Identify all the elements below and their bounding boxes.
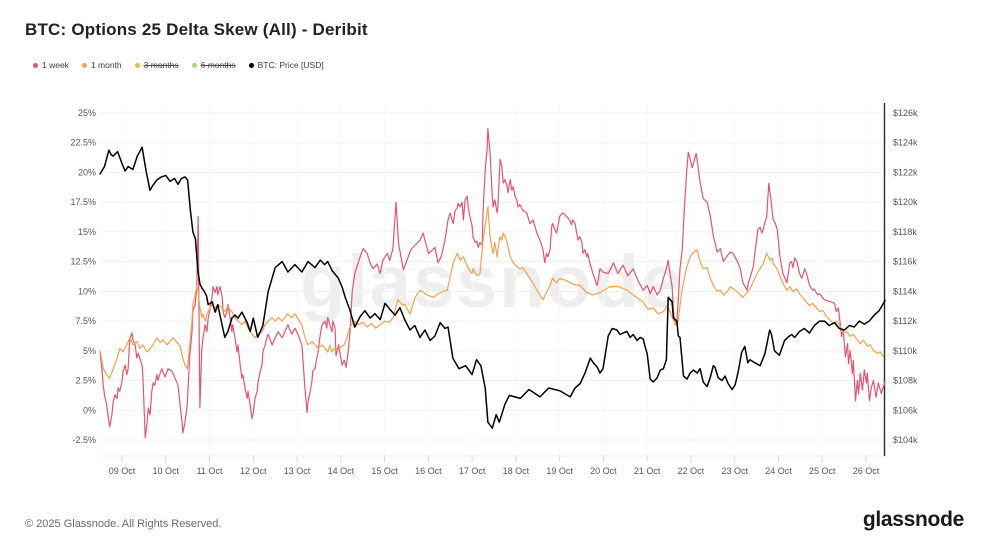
glassnode-watermark: glassnode <box>300 240 684 323</box>
legend-item-label: 1 month <box>90 60 122 70</box>
series-line-1-week <box>99 127 886 439</box>
glassnode-logo: glassnode <box>862 508 964 531</box>
y-axis-left-tick-label: 15% <box>78 227 96 237</box>
y-axis-left-tick-label: -2.5% <box>72 435 96 445</box>
y-axis-right-tick-label: $124k <box>893 138 918 148</box>
x-axis-tick-label: 15 Oct <box>371 466 398 476</box>
legend-item-label: BTC: Price [USD] <box>257 60 324 70</box>
series-line-1-month <box>99 206 885 379</box>
x-axis-tick-label: 25 Oct <box>809 466 836 476</box>
x-axis-tick-label: 11 Oct <box>197 466 223 476</box>
x-axis-tick-label: 16 Oct <box>415 466 442 476</box>
y-axis-right-tick-label: $104k <box>893 435 918 445</box>
x-axis-tick-label: 10 Oct <box>153 466 180 476</box>
y-axis-left-tick-label: 17.5% <box>70 197 96 207</box>
y-axis-left-tick-label: 22.5% <box>70 138 96 148</box>
legend-item-label: 3 months <box>143 60 179 70</box>
y-axis-right-tick-label: $106k <box>893 405 918 415</box>
y-axis-right-tick-label: $120k <box>893 197 918 207</box>
legend-item-label: 6 months <box>200 60 236 70</box>
legend-marker-dot <box>191 62 197 68</box>
y-axis-right-tick-label: $118k <box>893 227 917 237</box>
legend-item-3-months[interactable]: 3 months <box>134 60 179 70</box>
y-axis-right-tick-label: $108k <box>893 376 918 386</box>
y-axis-left-tick-label: 20% <box>78 167 96 177</box>
y-axis-left-tick-label: 25% <box>78 108 96 118</box>
legend-marker-dot <box>33 62 38 68</box>
x-axis-tick-label: 22 Oct <box>678 466 705 476</box>
x-axis-tick-label: 24 Oct <box>765 466 792 476</box>
x-axis-tick-label: 17 Oct <box>459 466 486 476</box>
y-axis-left-tick-label: 0% <box>83 405 96 415</box>
copyright-text: © 2025 Glassnode. All Rights Reserved. <box>25 518 222 530</box>
y-axis-right-tick-label: $110k <box>893 346 917 356</box>
chart-legend: 1 week 1 month 3 months 6 months BTC: Price … <box>33 60 324 70</box>
y-axis-left-tick-label: 7.5% <box>75 316 96 326</box>
x-axis-tick-label: 26 Oct <box>853 466 880 476</box>
x-axis-tick-label: 13 Oct <box>284 466 311 476</box>
x-axis-tick-label: 14 Oct <box>328 466 355 476</box>
legend-marker-dot <box>81 62 87 68</box>
y-axis-right-tick-label: $116k <box>893 257 917 267</box>
y-axis-left-tick-label: 12.5% <box>70 257 96 267</box>
y-axis-left-tick-label: 5% <box>83 346 96 356</box>
legend-item-6-months[interactable]: 6 months <box>191 60 236 70</box>
x-axis-tick-label: 09 Oct <box>109 466 136 476</box>
y-axis-right-tick-label: $126k <box>893 108 918 118</box>
y-axis-right-tick-label: $114k <box>893 286 917 296</box>
y-axis-right-tick-label: $112k <box>893 316 917 326</box>
legend-item-1-week[interactable]: 1 week <box>33 60 69 70</box>
legend-item-btc-price-usd[interactable]: BTC: Price [USD] <box>248 60 324 70</box>
x-axis-tick-label: 18 Oct <box>503 466 530 476</box>
x-axis-tick-label: 23 Oct <box>721 466 748 476</box>
series-line-btc-price-usd <box>99 146 886 429</box>
x-axis-tick-label: 20 Oct <box>590 466 617 476</box>
page-title: BTC: Options 25 Delta Skew (All) - Derib… <box>25 20 368 39</box>
y-axis-left-tick-label: 2.5% <box>75 376 96 386</box>
y-axis-left-tick-label: 10% <box>78 286 96 296</box>
legend-item-1-month[interactable]: 1 month <box>81 60 122 70</box>
legend-marker-dot <box>248 62 254 68</box>
x-axis-tick-label: 19 Oct <box>546 466 573 476</box>
x-axis-tick-label: 12 Oct <box>240 466 267 476</box>
x-axis-tick-label: 21 Oct <box>634 466 661 476</box>
y-axis-right-tick-label: $122k <box>893 167 918 177</box>
legend-marker-dot <box>134 62 140 68</box>
legend-item-label: 1 week <box>42 60 69 70</box>
